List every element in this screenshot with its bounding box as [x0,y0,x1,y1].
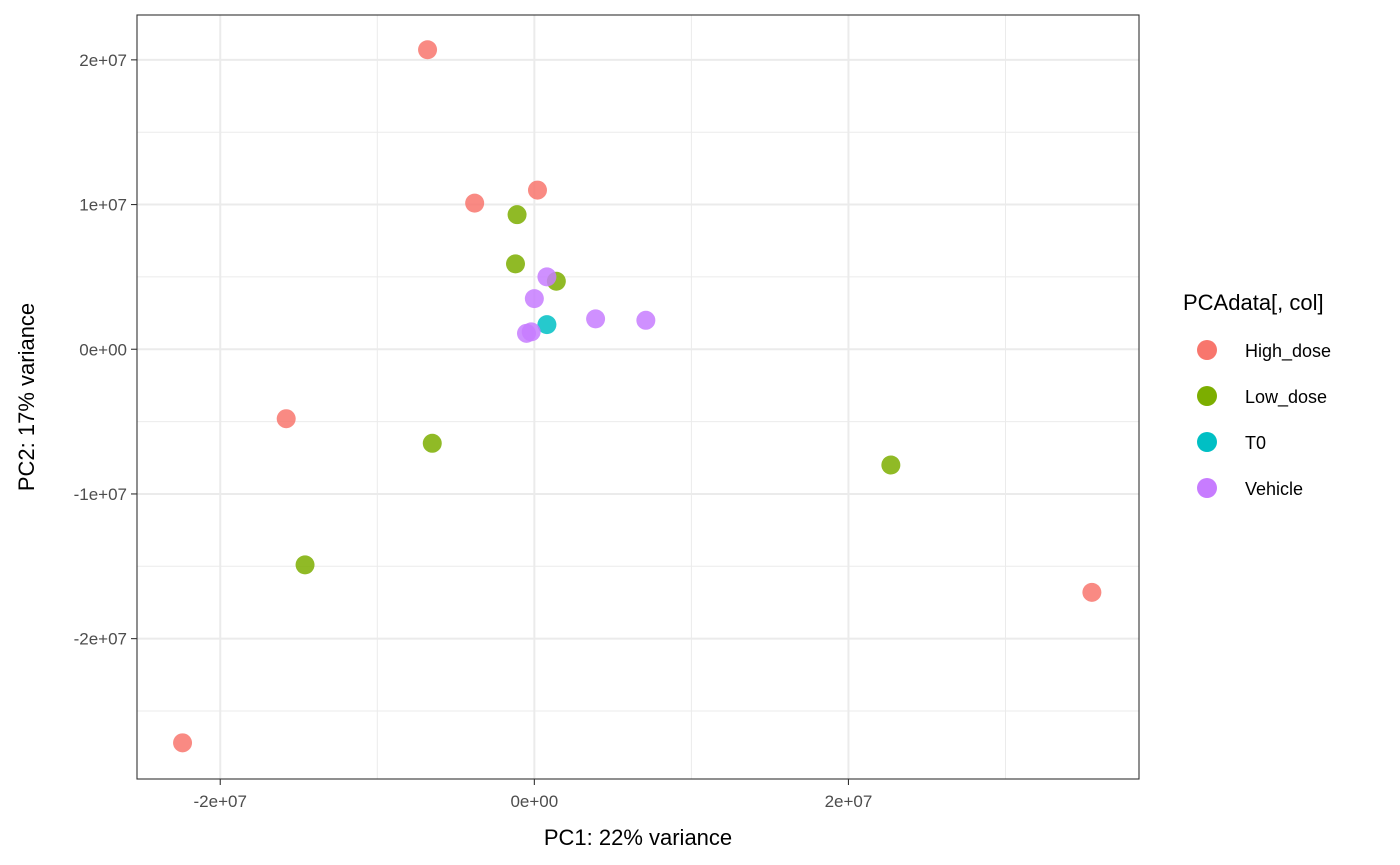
data-point-low-dose [507,205,527,225]
data-point-t0 [537,315,557,335]
data-point-high-dose [1082,582,1102,602]
legend-item-t0: T0 [1197,432,1266,453]
x-axis-title: PC1: 22% variance [544,825,732,850]
legend-item-vehicle: Vehicle [1197,478,1303,499]
data-point-vehicle [537,267,557,287]
data-point-vehicle [586,309,606,329]
major-gridlines [137,15,1139,779]
legend-title: PCAdata[, col] [1183,290,1324,315]
data-point-low-dose [505,254,525,274]
legend-key-t0 [1197,432,1217,452]
legend-item-high-dose: High_dose [1197,340,1331,362]
data-point-high-dose [418,40,438,60]
legend-key-low-dose [1197,386,1217,406]
legend: PCAdata[, col] High_dose Low_dose T0 Vehicl… [1183,290,1331,499]
x-tick-label: 2e+07 [825,792,873,811]
y-tick-label: 1e+07 [79,196,127,215]
data-point-vehicle [636,310,656,330]
data-point-high-dose [276,409,296,429]
data-point-high-dose [465,193,485,213]
data-point-high-dose [527,180,547,200]
y-tick-label: -1e+07 [74,485,127,504]
y-tick-label: 0e+00 [79,340,127,359]
data-points [173,40,1102,753]
legend-label-low-dose: Low_dose [1245,387,1327,408]
legend-label-high-dose: High_dose [1245,341,1331,362]
data-point-vehicle [524,289,544,309]
y-axis-ticks: 2e+07 1e+07 0e+00 -1e+07 -2e+07 [74,51,137,649]
data-point-high-dose [173,733,193,753]
x-tick-label: -2e+07 [194,792,247,811]
y-tick-label: -2e+07 [74,630,127,649]
data-point-low-dose [881,455,901,475]
plot-panel-border [136,14,1140,780]
legend-label-t0: T0 [1245,433,1266,453]
legend-item-low-dose: Low_dose [1197,386,1327,408]
data-point-low-dose [295,555,315,575]
y-axis-title: PC2: 17% variance [14,303,39,491]
y-tick-label: 2e+07 [79,51,127,70]
legend-label-vehicle: Vehicle [1245,479,1303,499]
x-axis-ticks: -2e+07 0e+00 2e+07 [194,779,873,811]
legend-items: High_dose Low_dose T0 Vehicle [1197,340,1331,499]
x-tick-label: 0e+00 [510,792,558,811]
plot-panel-background [137,15,1139,779]
legend-key-vehicle [1197,478,1217,498]
legend-key-high-dose [1197,340,1217,360]
data-point-vehicle [521,322,541,342]
data-point-low-dose [422,433,442,453]
